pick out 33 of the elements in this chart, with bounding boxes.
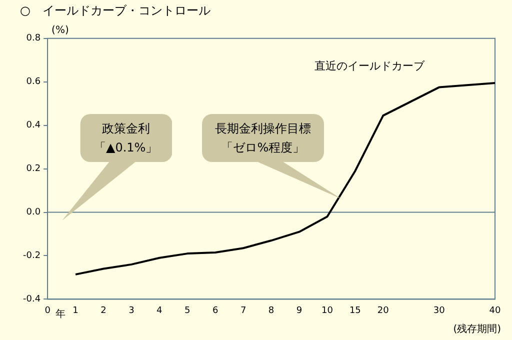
annotation: 「▲0.1%」 — [94, 139, 158, 156]
series-label: 直近のイールドカーブ — [314, 59, 426, 72]
y-tick-label: 0.8 — [26, 34, 41, 44]
text: 年 — [56, 308, 66, 320]
x-tick-label: 30 — [433, 306, 446, 316]
x-tick-label: 15 — [349, 306, 361, 316]
x-tick-label: 40 — [489, 306, 501, 316]
y-tick-label: -0.2 — [23, 251, 41, 262]
speech-bubble: 政策金利 「▲0.1%」 — [62, 114, 172, 221]
x-tick-label: 4 — [156, 306, 163, 316]
annotation: 「ゼロ%程度」 — [221, 139, 305, 156]
chart-title: ○ イールドカーブ・コントロール — [20, 3, 210, 18]
x-tick-label: 6 — [212, 306, 218, 316]
y-tick-label: -0.4 — [23, 294, 41, 305]
x-tick-label: 8 — [268, 306, 274, 316]
annotation: 政策金利 — [102, 120, 150, 138]
x-axis-title: (残存期間) — [453, 322, 502, 335]
annotation: 長期金利操作目標 — [214, 120, 311, 138]
y-tick-label: 0.6 — [26, 77, 41, 88]
y-tick-label: 0.2 — [26, 164, 41, 174]
x-tick-label: 2 — [100, 306, 106, 316]
speech-bubble: 長期金利操作目標 「ゼロ%程度」 — [202, 114, 342, 200]
x-tick-label: 5 — [184, 306, 190, 316]
y-axis-title: (%) — [52, 24, 69, 36]
y-tick-label: 0.0 — [26, 208, 41, 218]
x-tick-label: 7 — [240, 306, 246, 316]
y-tick-label: 0.4 — [26, 120, 41, 131]
x-tick-label: 10 — [321, 306, 334, 316]
x-tick-label: 3 — [128, 306, 134, 316]
x-tick-label: 20 — [377, 306, 390, 316]
x-tick-label: 1 — [72, 306, 78, 316]
x-tick-label: 0 — [44, 306, 51, 316]
x-tick-label: 9 — [296, 306, 302, 316]
